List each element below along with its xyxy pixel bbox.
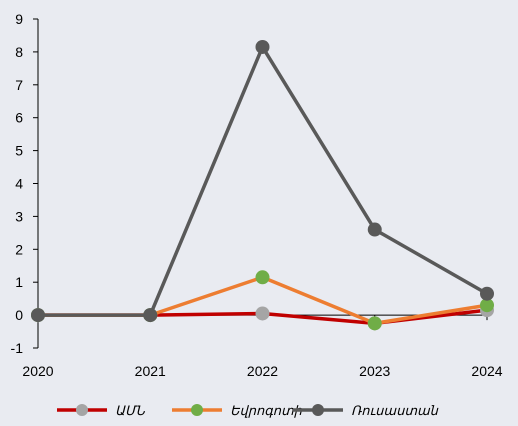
x-tick-label: 2023 [359, 363, 390, 379]
legend-label: Եվրոգոտի [230, 403, 303, 418]
data-point [367, 222, 382, 237]
y-tick-label: 7 [15, 77, 23, 93]
y-tick-label: 6 [15, 110, 23, 126]
y-tick-label: 8 [15, 44, 23, 60]
y-tick-label: 0 [15, 307, 23, 323]
y-tick-label: -1 [11, 340, 24, 356]
y-tick-label: 4 [15, 176, 23, 192]
data-point [480, 298, 494, 313]
data-point [367, 316, 382, 331]
legend-swatch-marker [191, 404, 203, 416]
y-tick-label: 9 [15, 11, 23, 27]
x-tick-label: 2021 [135, 363, 166, 379]
x-tick-label: 2020 [22, 363, 53, 379]
data-point [143, 308, 158, 323]
y-tick-label: 5 [15, 143, 23, 159]
x-tick-label: 2024 [471, 363, 502, 379]
legend-swatch-marker [76, 404, 88, 416]
data-point [255, 270, 270, 285]
data-point [255, 39, 270, 54]
legend-label: ԱՄՆ [115, 403, 145, 418]
y-tick-label: 2 [15, 241, 23, 257]
legend-label: Ռուսաստան [351, 403, 439, 418]
x-tick-label: 2022 [247, 363, 278, 379]
data-point [480, 286, 494, 301]
y-tick-label: 3 [15, 208, 23, 224]
legend-swatch-marker [312, 404, 324, 416]
data-point [31, 308, 45, 323]
y-tick-label: 1 [15, 274, 23, 290]
data-point [255, 306, 270, 321]
